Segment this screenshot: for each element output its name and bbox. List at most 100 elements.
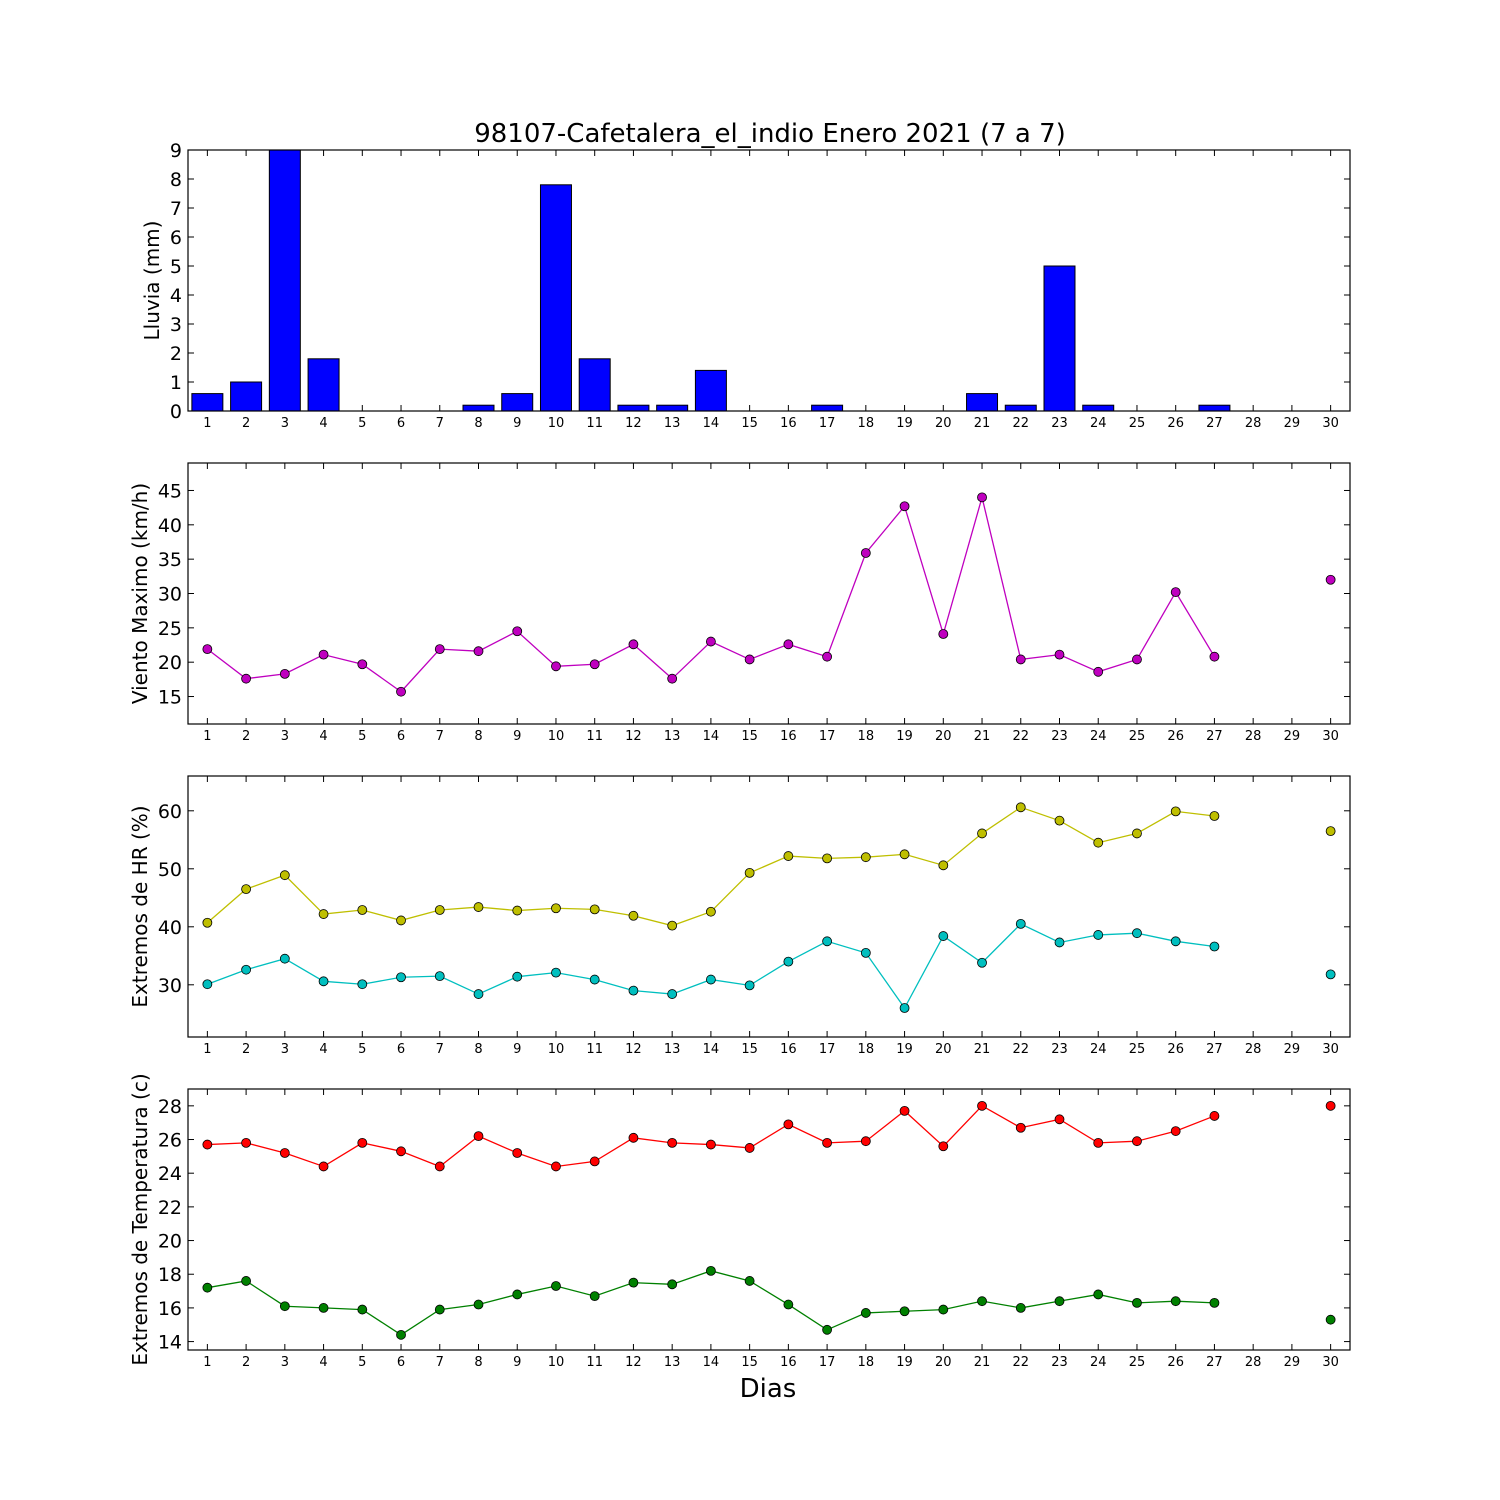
x-tick-label: 12 <box>625 1042 642 1057</box>
data-point <box>667 989 678 999</box>
data-point <box>396 972 406 983</box>
bar <box>268 149 301 412</box>
data-point <box>202 1139 213 1150</box>
x-tick-label: 24 <box>1090 729 1107 744</box>
data-point <box>977 492 987 503</box>
x-tick-label: 11 <box>586 416 603 431</box>
data-point <box>1093 837 1104 848</box>
x-tick-label: 27 <box>1206 416 1223 431</box>
data-point <box>628 1277 639 1288</box>
data-point <box>241 673 252 684</box>
data-point <box>667 920 678 931</box>
x-tick-label: 22 <box>1012 729 1029 744</box>
y-tick-label: 20 <box>158 652 182 674</box>
y-tick-label: 25 <box>158 618 182 640</box>
x-tick-label: 17 <box>819 1042 836 1057</box>
x-tick-label: 20 <box>935 729 952 744</box>
x-tick-label: 18 <box>858 1042 875 1057</box>
data-point <box>318 649 329 660</box>
x-tick-label: 24 <box>1090 1355 1107 1370</box>
x-tick-label: 22 <box>1012 1042 1029 1057</box>
x-tick-label: 11 <box>586 729 603 744</box>
data-point <box>899 501 910 512</box>
y-tick-label: 3 <box>170 314 182 336</box>
data-point <box>938 1304 949 1315</box>
plot-frame <box>187 1088 1351 1351</box>
data-point <box>551 1161 561 1172</box>
data-point <box>706 906 716 917</box>
x-tick-label: 6 <box>397 729 405 744</box>
data-point <box>860 1136 871 1147</box>
x-tick-label: 25 <box>1129 416 1146 431</box>
x-tick-label: 3 <box>281 1042 289 1057</box>
x-tick-label: 1 <box>203 416 211 431</box>
data-point <box>1054 1114 1065 1125</box>
data-point <box>473 1131 484 1142</box>
x-tick-label: 2 <box>242 729 250 744</box>
x-tick-label: 24 <box>1090 1042 1107 1057</box>
data-point <box>667 1137 678 1148</box>
y-tick-label: 50 <box>158 859 182 881</box>
data-point <box>396 1329 406 1340</box>
y-tick-label: 24 <box>158 1163 182 1185</box>
x-tick-label: 18 <box>858 729 875 744</box>
x-tick-label: 4 <box>319 1042 327 1057</box>
x-tick-label: 2 <box>242 416 250 431</box>
x-tick-label: 10 <box>548 1042 565 1057</box>
data-point <box>434 1161 445 1172</box>
x-tick-label: 14 <box>703 1042 720 1057</box>
data-point <box>434 905 445 915</box>
bar <box>1082 404 1115 412</box>
data-point <box>202 917 213 928</box>
x-tick-label: 19 <box>896 416 913 431</box>
data-point <box>357 1137 368 1148</box>
data-point <box>1054 815 1065 826</box>
data-point <box>1209 1297 1220 1308</box>
data-point <box>1325 574 1336 585</box>
x-tick-label: 5 <box>358 1042 366 1057</box>
x-tick-label: 30 <box>1322 729 1339 744</box>
x-tick-label: 18 <box>858 1355 875 1370</box>
x-tick-label: 29 <box>1284 1355 1301 1370</box>
data-point <box>512 1289 523 1300</box>
data-point <box>512 905 523 916</box>
data-point <box>512 1148 523 1158</box>
y-tick-label: 1 <box>170 372 182 394</box>
bar <box>191 393 224 412</box>
data-point <box>589 904 600 915</box>
bar <box>694 369 727 412</box>
data-point <box>551 967 561 978</box>
data-point <box>1209 941 1220 952</box>
x-tick-label: 26 <box>1167 1042 1184 1057</box>
data-point <box>783 639 794 650</box>
data-point <box>899 849 910 860</box>
y-tick-label: 8 <box>170 169 182 191</box>
x-tick-label: 26 <box>1167 416 1184 431</box>
bar <box>501 393 534 412</box>
x-tick-label: 11 <box>586 1355 603 1370</box>
data-point <box>357 905 368 915</box>
plot-frame <box>187 149 1351 412</box>
data-point <box>1170 587 1181 598</box>
data-point <box>744 1276 755 1286</box>
data-point <box>1170 936 1181 947</box>
x-tick-label: 6 <box>397 1355 405 1370</box>
y-tick-label: 0 <box>170 401 182 423</box>
figure-title: 98107-Cafetalera_el_indio Enero 2021 (7 … <box>474 119 1066 149</box>
x-tick-label: 30 <box>1322 1355 1339 1370</box>
data-point <box>357 1304 368 1315</box>
data-point <box>589 1291 600 1302</box>
x-tick-label: 8 <box>474 729 482 744</box>
x-tick-label: 28 <box>1245 416 1262 431</box>
data-point <box>1325 826 1336 836</box>
data-point <box>241 884 252 894</box>
x-tick-label: 2 <box>242 1042 250 1057</box>
data-point <box>706 1139 716 1150</box>
data-point <box>279 953 290 964</box>
data-point <box>977 828 987 839</box>
plot-frame <box>187 775 1351 1038</box>
y-tick-label: 18 <box>158 1264 182 1286</box>
data-point <box>706 1265 716 1276</box>
